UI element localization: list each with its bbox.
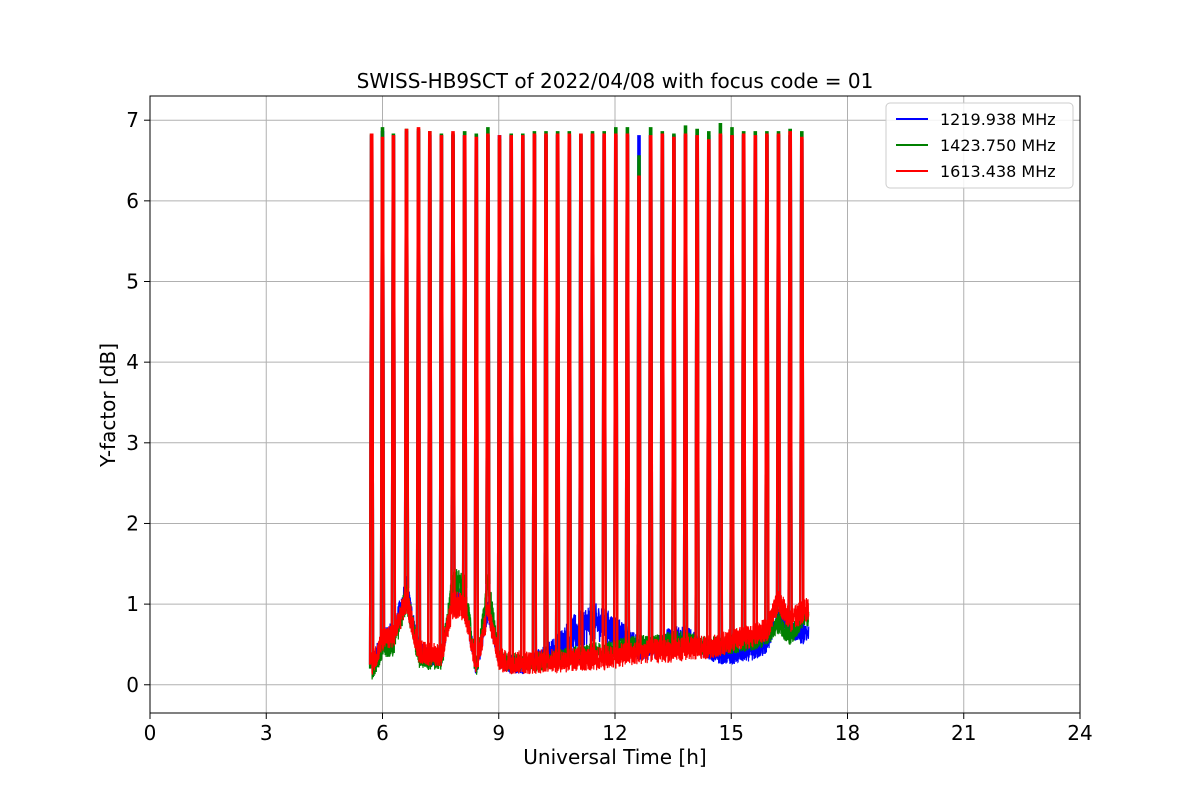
series-3-spike [717,133,724,645]
y-tick-label: 3 [126,431,139,455]
series-3-spike [729,135,735,641]
legend-label-series-3: 1613.438 MHz [940,162,1056,181]
y-tick-label: 1 [126,592,139,616]
series-3-spike [543,133,549,661]
series-3-spike [531,133,538,663]
series-3-spike [427,131,433,655]
series-3-spike [461,135,468,609]
x-axis-ticks: 0 3 6 9 12 15 18 21 24 [144,713,1093,745]
series-3-spike [485,133,491,611]
series-3-spike [368,133,375,665]
series-3-spike [566,133,572,661]
legend-box [885,102,1074,189]
x-tick-label: 21 [951,721,976,745]
series-3-spike [473,136,479,668]
y-tick-label: 5 [126,270,139,294]
series-3-spike [554,133,561,661]
chart-title: SWISS-HB9SCT of 2022/04/08 with focus co… [357,69,874,93]
series-3-spike [752,135,758,635]
legend: 1219.938 MHz 1423.750 MHz 1613.438 MHz [885,102,1074,189]
x-tick-label: 15 [719,721,744,745]
y-axis-ticks: 0 1 2 3 4 5 6 7 [126,108,150,697]
series-3-spike [624,133,631,655]
series-3-spike [636,175,642,653]
series-3-spike [775,133,782,601]
series-3-spike [379,136,386,641]
series-3-spike [390,135,397,637]
x-axis-label: Universal Time [h] [523,745,706,769]
series-3-spike [508,135,514,663]
y-tick-label: 4 [126,350,139,374]
series-3-spike [613,133,619,657]
series-3-spike [764,133,770,630]
y-tick-label: 6 [126,189,139,213]
y-tick-label: 7 [126,108,139,132]
x-tick-label: 0 [144,721,157,745]
series-3-spike [671,136,677,651]
series-3-spike [682,133,689,649]
x-tick-label: 12 [602,721,627,745]
x-tick-label: 6 [376,721,389,745]
x-tick-label: 18 [835,721,860,745]
series-3-baseline [371,588,810,675]
series-3-spike [694,135,700,649]
series-3-spike [659,133,665,651]
y-tick-label: 0 [126,673,139,697]
legend-label-series-2: 1423.750 MHz [940,136,1056,155]
series-3-spike [589,133,596,660]
plot-series [368,122,810,680]
legend-label-series-1: 1219.938 MHz [940,110,1056,129]
y-axis-label: Y-factor [dB] [96,343,120,468]
series-3 [368,127,810,675]
series-3-spike [415,127,422,651]
y-tick-label: 2 [126,511,139,535]
series-3-spike [706,139,712,647]
series-3-spike [403,128,410,601]
x-tick-label: 24 [1067,721,1092,745]
series-3-spike [799,136,805,613]
x-tick-label: 9 [492,721,505,745]
series-3-spike [438,135,445,655]
x-tick-label: 3 [260,721,273,745]
series-3-spike [740,133,747,639]
series-3-spike [787,131,793,621]
series-3-spike [496,135,503,661]
series-3-spike [578,133,584,660]
series-3-spike [601,133,607,659]
series-3-spike [450,131,456,605]
series-3-spike [520,135,526,663]
series-3-spike [647,135,654,651]
